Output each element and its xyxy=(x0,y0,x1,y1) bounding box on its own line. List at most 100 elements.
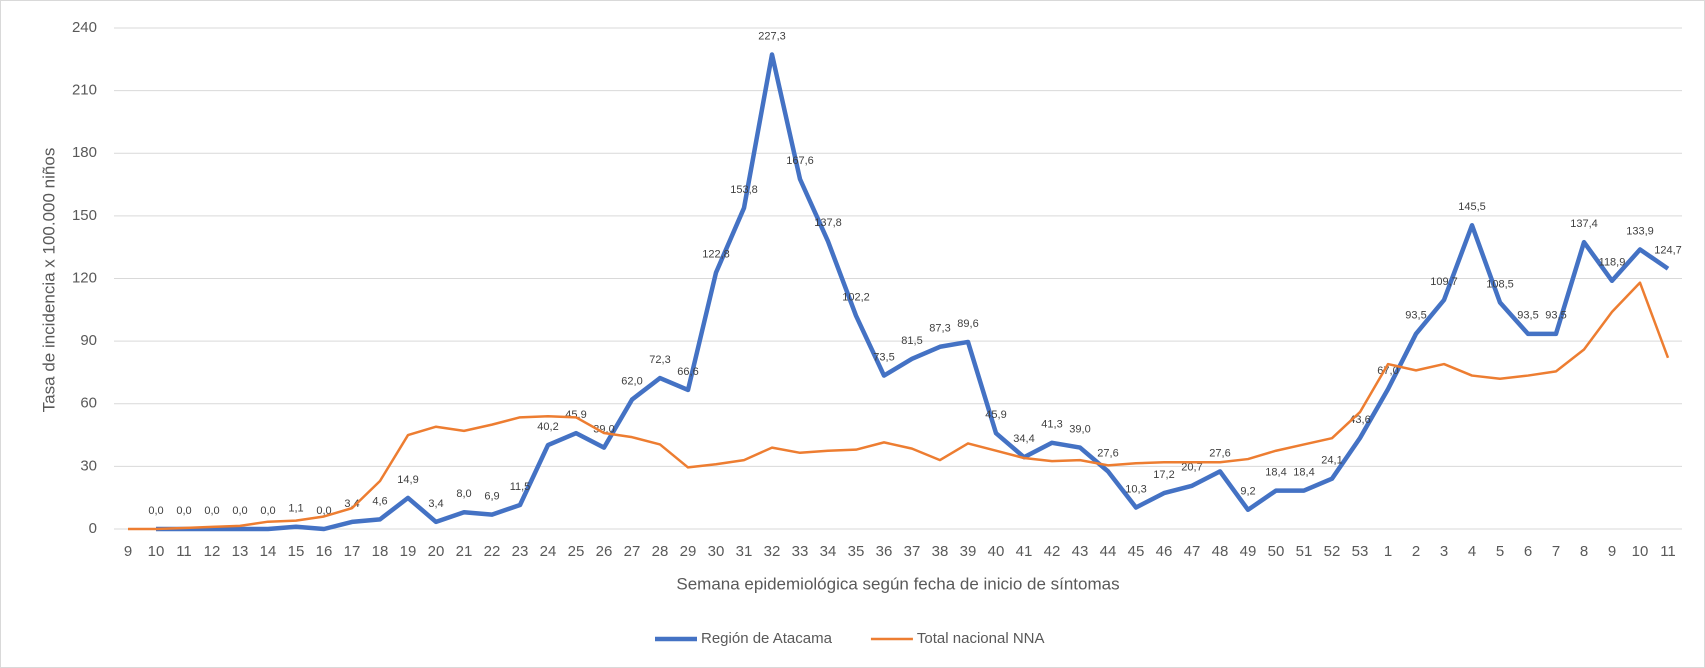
x-tick-label: 22 xyxy=(484,543,501,560)
x-tick-label: 35 xyxy=(848,543,865,560)
x-tick-label: 39 xyxy=(960,543,977,560)
x-tick-label: 32 xyxy=(764,543,781,560)
x-tick-label: 52 xyxy=(1324,543,1341,560)
x-tick-label: 33 xyxy=(792,543,809,560)
data-label: 4,6 xyxy=(372,495,387,507)
x-tick-label: 25 xyxy=(568,543,585,560)
data-label: 0,0 xyxy=(204,505,219,517)
x-tick-label: 9 xyxy=(1608,543,1616,560)
data-label: 137,4 xyxy=(1570,218,1598,230)
data-label: 102,2 xyxy=(842,292,870,304)
y-tick-label: 210 xyxy=(72,82,97,99)
data-label: 87,3 xyxy=(929,323,950,335)
data-label: 66,6 xyxy=(677,366,698,378)
data-label: 11,5 xyxy=(510,481,531,493)
x-tick-label: 2 xyxy=(1412,543,1420,560)
x-tick-label: 17 xyxy=(344,543,361,560)
data-label: 118,9 xyxy=(1599,257,1626,269)
x-tick-label: 8 xyxy=(1580,543,1588,560)
data-label: 93,5 xyxy=(1405,310,1426,322)
x-tick-label: 3 xyxy=(1440,543,1448,560)
x-tick-label: 38 xyxy=(932,543,949,560)
x-tick-label: 30 xyxy=(708,543,725,560)
x-tick-label: 46 xyxy=(1156,543,1173,560)
data-label: 18,4 xyxy=(1265,466,1286,478)
data-label: 20,7 xyxy=(1181,462,1202,474)
data-label: 27,6 xyxy=(1097,447,1118,459)
x-tick-label: 45 xyxy=(1128,543,1145,560)
x-tick-label: 29 xyxy=(680,543,697,560)
data-label: 0,0 xyxy=(316,505,331,517)
x-tick-label: 12 xyxy=(204,543,221,560)
data-label: 167,6 xyxy=(786,155,814,167)
x-tick-label: 7 xyxy=(1552,543,1560,560)
data-label: 8,0 xyxy=(456,488,471,500)
y-tick-label: 240 xyxy=(72,19,97,36)
x-tick-label: 42 xyxy=(1044,543,1061,560)
y-tick-label: 180 xyxy=(72,144,97,161)
x-axis-title: Semana epidemiológica según fecha de ini… xyxy=(676,574,1119,593)
data-label: 40,2 xyxy=(537,421,558,433)
data-label: 18,4 xyxy=(1293,466,1314,478)
data-label: 93,5 xyxy=(1545,310,1566,322)
data-label: 9,2 xyxy=(1240,486,1255,498)
data-label: 10,3 xyxy=(1125,483,1146,495)
x-tick-label: 19 xyxy=(400,543,417,560)
x-tick-label: 14 xyxy=(260,543,277,560)
legend-label: Región de Atacama xyxy=(701,630,833,647)
x-tick-label: 37 xyxy=(904,543,921,560)
x-tick-label: 16 xyxy=(316,543,333,560)
series-line xyxy=(156,52,1670,532)
legend-label: Total nacional NNA xyxy=(917,630,1045,647)
x-tick-label: 40 xyxy=(988,543,1005,560)
x-tick-label: 15 xyxy=(288,543,305,560)
data-label: 122,8 xyxy=(702,249,730,261)
x-tick-label: 9 xyxy=(124,543,132,560)
x-tick-label: 23 xyxy=(512,543,529,560)
x-tick-label: 10 xyxy=(148,543,165,560)
data-label: 0,0 xyxy=(148,505,163,517)
y-tick-label: 120 xyxy=(72,269,97,286)
x-tick-label: 26 xyxy=(596,543,613,560)
data-label: 17,2 xyxy=(1153,469,1174,481)
data-label: 73,5 xyxy=(873,351,894,363)
data-label: 41,3 xyxy=(1041,419,1062,431)
data-label: 153,8 xyxy=(730,184,758,196)
x-tick-label: 11 xyxy=(176,543,192,560)
y-tick-label: 30 xyxy=(80,457,97,474)
x-tick-label: 13 xyxy=(232,543,249,560)
data-label: 24,1 xyxy=(1321,455,1342,467)
x-tick-label: 24 xyxy=(540,543,557,560)
y-tick-label: 0 xyxy=(89,520,97,537)
data-label: 3,4 xyxy=(428,498,443,510)
data-label: 133,9 xyxy=(1626,225,1654,237)
x-tick-label: 27 xyxy=(624,543,641,560)
x-tick-label: 11 xyxy=(1660,543,1676,560)
x-tick-label: 34 xyxy=(820,543,837,560)
data-label: 14,9 xyxy=(397,474,418,486)
series-line xyxy=(128,281,1670,531)
data-label: 27,6 xyxy=(1209,447,1230,459)
x-tick-label: 48 xyxy=(1212,543,1229,560)
data-label: 45,9 xyxy=(565,409,586,421)
data-label: 137,8 xyxy=(814,217,842,229)
x-tick-label: 18 xyxy=(372,543,389,560)
data-label: 0,0 xyxy=(176,505,191,517)
data-label: 93,5 xyxy=(1517,310,1538,322)
x-tick-label: 41 xyxy=(1016,543,1033,560)
x-tick-label: 10 xyxy=(1632,543,1649,560)
data-label: 39,0 xyxy=(1069,423,1090,435)
x-tick-label: 51 xyxy=(1296,543,1313,560)
data-label: 3,4 xyxy=(344,498,359,510)
data-label: 89,6 xyxy=(957,318,978,330)
x-tick-label: 47 xyxy=(1184,543,1201,560)
data-label: 227,3 xyxy=(758,30,786,42)
x-tick-label: 44 xyxy=(1100,543,1117,560)
y-tick-label: 60 xyxy=(80,395,97,412)
y-axis-title: Tasa de incidencia x 100.000 niños xyxy=(39,148,58,413)
x-tick-label: 53 xyxy=(1352,543,1369,560)
data-label: 62,0 xyxy=(621,375,642,387)
x-tick-label: 49 xyxy=(1240,543,1257,560)
